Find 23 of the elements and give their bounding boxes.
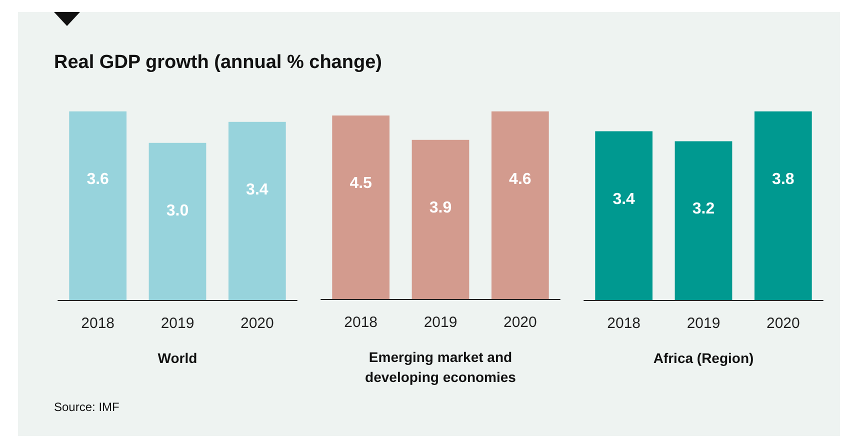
x-tick-label: 2018 [344, 314, 378, 331]
x-tick-label: 2020 [240, 315, 274, 332]
x-tick-label: 2019 [686, 315, 720, 332]
data-label: 3.2 [692, 200, 715, 218]
x-axis-title: Africa (Region) [653, 350, 754, 366]
chart-title: Real GDP growth (annual % change) [54, 52, 382, 74]
x-axis-title: Emerging market and developing economies [365, 349, 516, 385]
data-label: 3.8 [772, 170, 794, 188]
data-label: 3.9 [429, 199, 452, 216]
data-label: 3.6 [86, 170, 110, 188]
x-tick-label: 2019 [424, 314, 458, 331]
data-label: 4.5 [350, 174, 372, 192]
x-tick-label: 2020 [503, 314, 537, 331]
data-label: 3.4 [612, 190, 636, 208]
data-label: 3.0 [166, 202, 189, 220]
data-label: 3.4 [246, 181, 268, 198]
x-tick-label: 2018 [607, 315, 641, 332]
x-axis-title: World [158, 350, 198, 366]
data-label: 4.6 [509, 170, 532, 188]
x-tick-label: 2018 [81, 315, 115, 332]
x-tick-label: 2019 [160, 315, 194, 332]
source-note: Source: IMF [54, 400, 120, 414]
x-tick-label: 2020 [766, 315, 800, 332]
